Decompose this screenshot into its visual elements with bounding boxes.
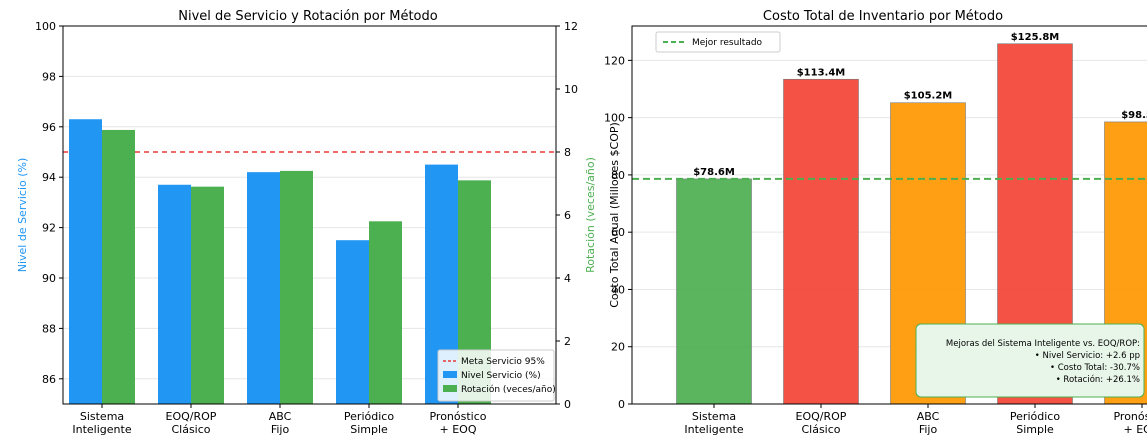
category-label: Clásico <box>801 423 840 436</box>
y-tick-label: 40 <box>611 283 625 296</box>
bar-data-label: $105.2M <box>904 91 953 102</box>
y-right-tick-label: 4 <box>564 272 571 285</box>
y-right-tick-label: 6 <box>564 209 571 222</box>
annotation-line-1: Mejoras del Sistema Inteligente vs. EOQ/… <box>946 339 1140 349</box>
right-chart-title: Costo Total de Inventario por Método <box>763 9 1003 24</box>
y-tick-label: 98 <box>42 70 56 83</box>
legend-rotacion-label: Rotación (veces/año) <box>461 384 556 395</box>
category-label: + EOQ <box>1124 423 1147 436</box>
y-tick-label: 96 <box>42 121 56 134</box>
y-tick-label: 80 <box>611 169 625 182</box>
left-chart: Nivel de Servicio y Rotación por Método … <box>16 9 597 436</box>
category-label: ABC <box>917 410 940 423</box>
category-label: Sistema <box>80 410 124 423</box>
y-right-tick-label: 0 <box>564 398 571 411</box>
legend-mejor-label: Mejor resultado <box>692 38 763 48</box>
annotation-line-2: • Nivel Servicio: +2.6 pp <box>1035 351 1140 361</box>
y-tick-label: 88 <box>42 322 56 335</box>
bar-nivel-servicio <box>158 184 191 404</box>
y-right-tick-label: 8 <box>564 146 571 159</box>
category-label: Sistema <box>692 410 736 423</box>
y-tick-label: 86 <box>42 373 56 386</box>
annotation-line-3: • Costo Total: -30.7% <box>1050 363 1140 373</box>
bar-costo-total <box>783 78 859 405</box>
category-label: Fijo <box>919 423 938 436</box>
y-tick-label: 20 <box>611 341 625 354</box>
category-label: Inteligente <box>684 423 743 436</box>
y-tick-label: 92 <box>42 222 56 235</box>
y-tick-label: 100 <box>35 20 56 33</box>
category-label: Clásico <box>171 423 210 436</box>
right-plot-frame <box>631 25 1147 405</box>
left-bars <box>69 119 491 405</box>
left-legend-box <box>437 349 555 402</box>
bar-costo-total <box>676 178 752 405</box>
category-label: Simple <box>350 423 388 436</box>
bar-rotacion <box>191 186 224 404</box>
legend-meta-label: Meta Servicio 95% <box>461 357 545 367</box>
left-y-ticks: 86 88 90 92 94 96 98 100 <box>35 20 63 386</box>
category-label: Simple <box>1016 423 1054 436</box>
y-tick-label: 120 <box>604 54 625 67</box>
annotation-line-4: • Rotación: +26.1% <box>1056 374 1140 385</box>
left-y-ticks-right: 0 2 4 6 8 10 12 <box>556 20 578 411</box>
legend-nivel-swatch <box>443 371 457 378</box>
right-legend-box <box>655 31 781 53</box>
category-label: Inteligente <box>72 423 131 436</box>
category-label: Fijo <box>271 423 290 436</box>
bar-rotacion <box>369 221 402 404</box>
category-label: Pronóstico <box>1113 410 1147 423</box>
bar-rotacion <box>102 129 135 404</box>
bar-nivel-servicio <box>247 172 280 404</box>
category-label: Periódico <box>344 410 394 423</box>
y-right-tick-label: 2 <box>564 335 571 348</box>
bar-nivel-servicio <box>336 240 369 404</box>
legend-rotacion-swatch <box>443 385 457 392</box>
bar-nivel-servicio <box>69 119 102 405</box>
left-legend: Meta Servicio 95% Nivel Servicio (%) Rot… <box>437 349 556 402</box>
improvement-annotation: Mejoras del Sistema Inteligente vs. EOQ/… <box>915 323 1145 398</box>
category-label: ABC <box>269 410 292 423</box>
bar-data-label: $125.8M <box>1011 32 1060 43</box>
bar-rotacion <box>280 170 313 404</box>
right-data-labels: $78.6M $113.4M $105.2M $125.8M $98.5M <box>693 32 1147 178</box>
category-label: EOQ/ROP <box>796 410 847 423</box>
bar-data-label: $78.6M <box>693 167 735 178</box>
category-label: Periódico <box>1010 410 1060 423</box>
y-tick-label: 60 <box>611 226 625 239</box>
legend-nivel-label: Nivel Servicio (%) <box>461 371 541 381</box>
y-tick-label: 0 <box>618 398 625 411</box>
y-tick-label: 100 <box>604 112 625 125</box>
y-tick-label: 94 <box>42 171 56 184</box>
category-label: EOQ/ROP <box>166 410 217 423</box>
right-chart: Costo Total de Inventario por Método 0 20… <box>604 9 1147 436</box>
bar-data-label: $113.4M <box>797 67 846 78</box>
right-legend: Mejor resultado <box>655 31 781 53</box>
left-y-axis-label: Nivel de Servicio (%) <box>16 158 29 273</box>
right-y-ticks: 0 20 40 60 80 100 120 <box>604 54 632 411</box>
category-label: Pronóstico <box>429 410 486 423</box>
y-tick-label: 90 <box>42 272 56 285</box>
left-chart-title: Nivel de Servicio y Rotación por Método <box>178 9 437 24</box>
bar-data-label: $98.5M <box>1121 110 1147 121</box>
category-label: + EOQ <box>440 423 477 436</box>
left-y-axis-label-right: Rotación (veces/año) <box>584 157 597 273</box>
right-y-axis-label: Costo Total Anual (Millones $COP) <box>608 122 621 308</box>
y-right-tick-label: 12 <box>564 20 578 33</box>
annotation-box <box>915 323 1145 398</box>
y-right-tick-label: 10 <box>564 83 578 96</box>
